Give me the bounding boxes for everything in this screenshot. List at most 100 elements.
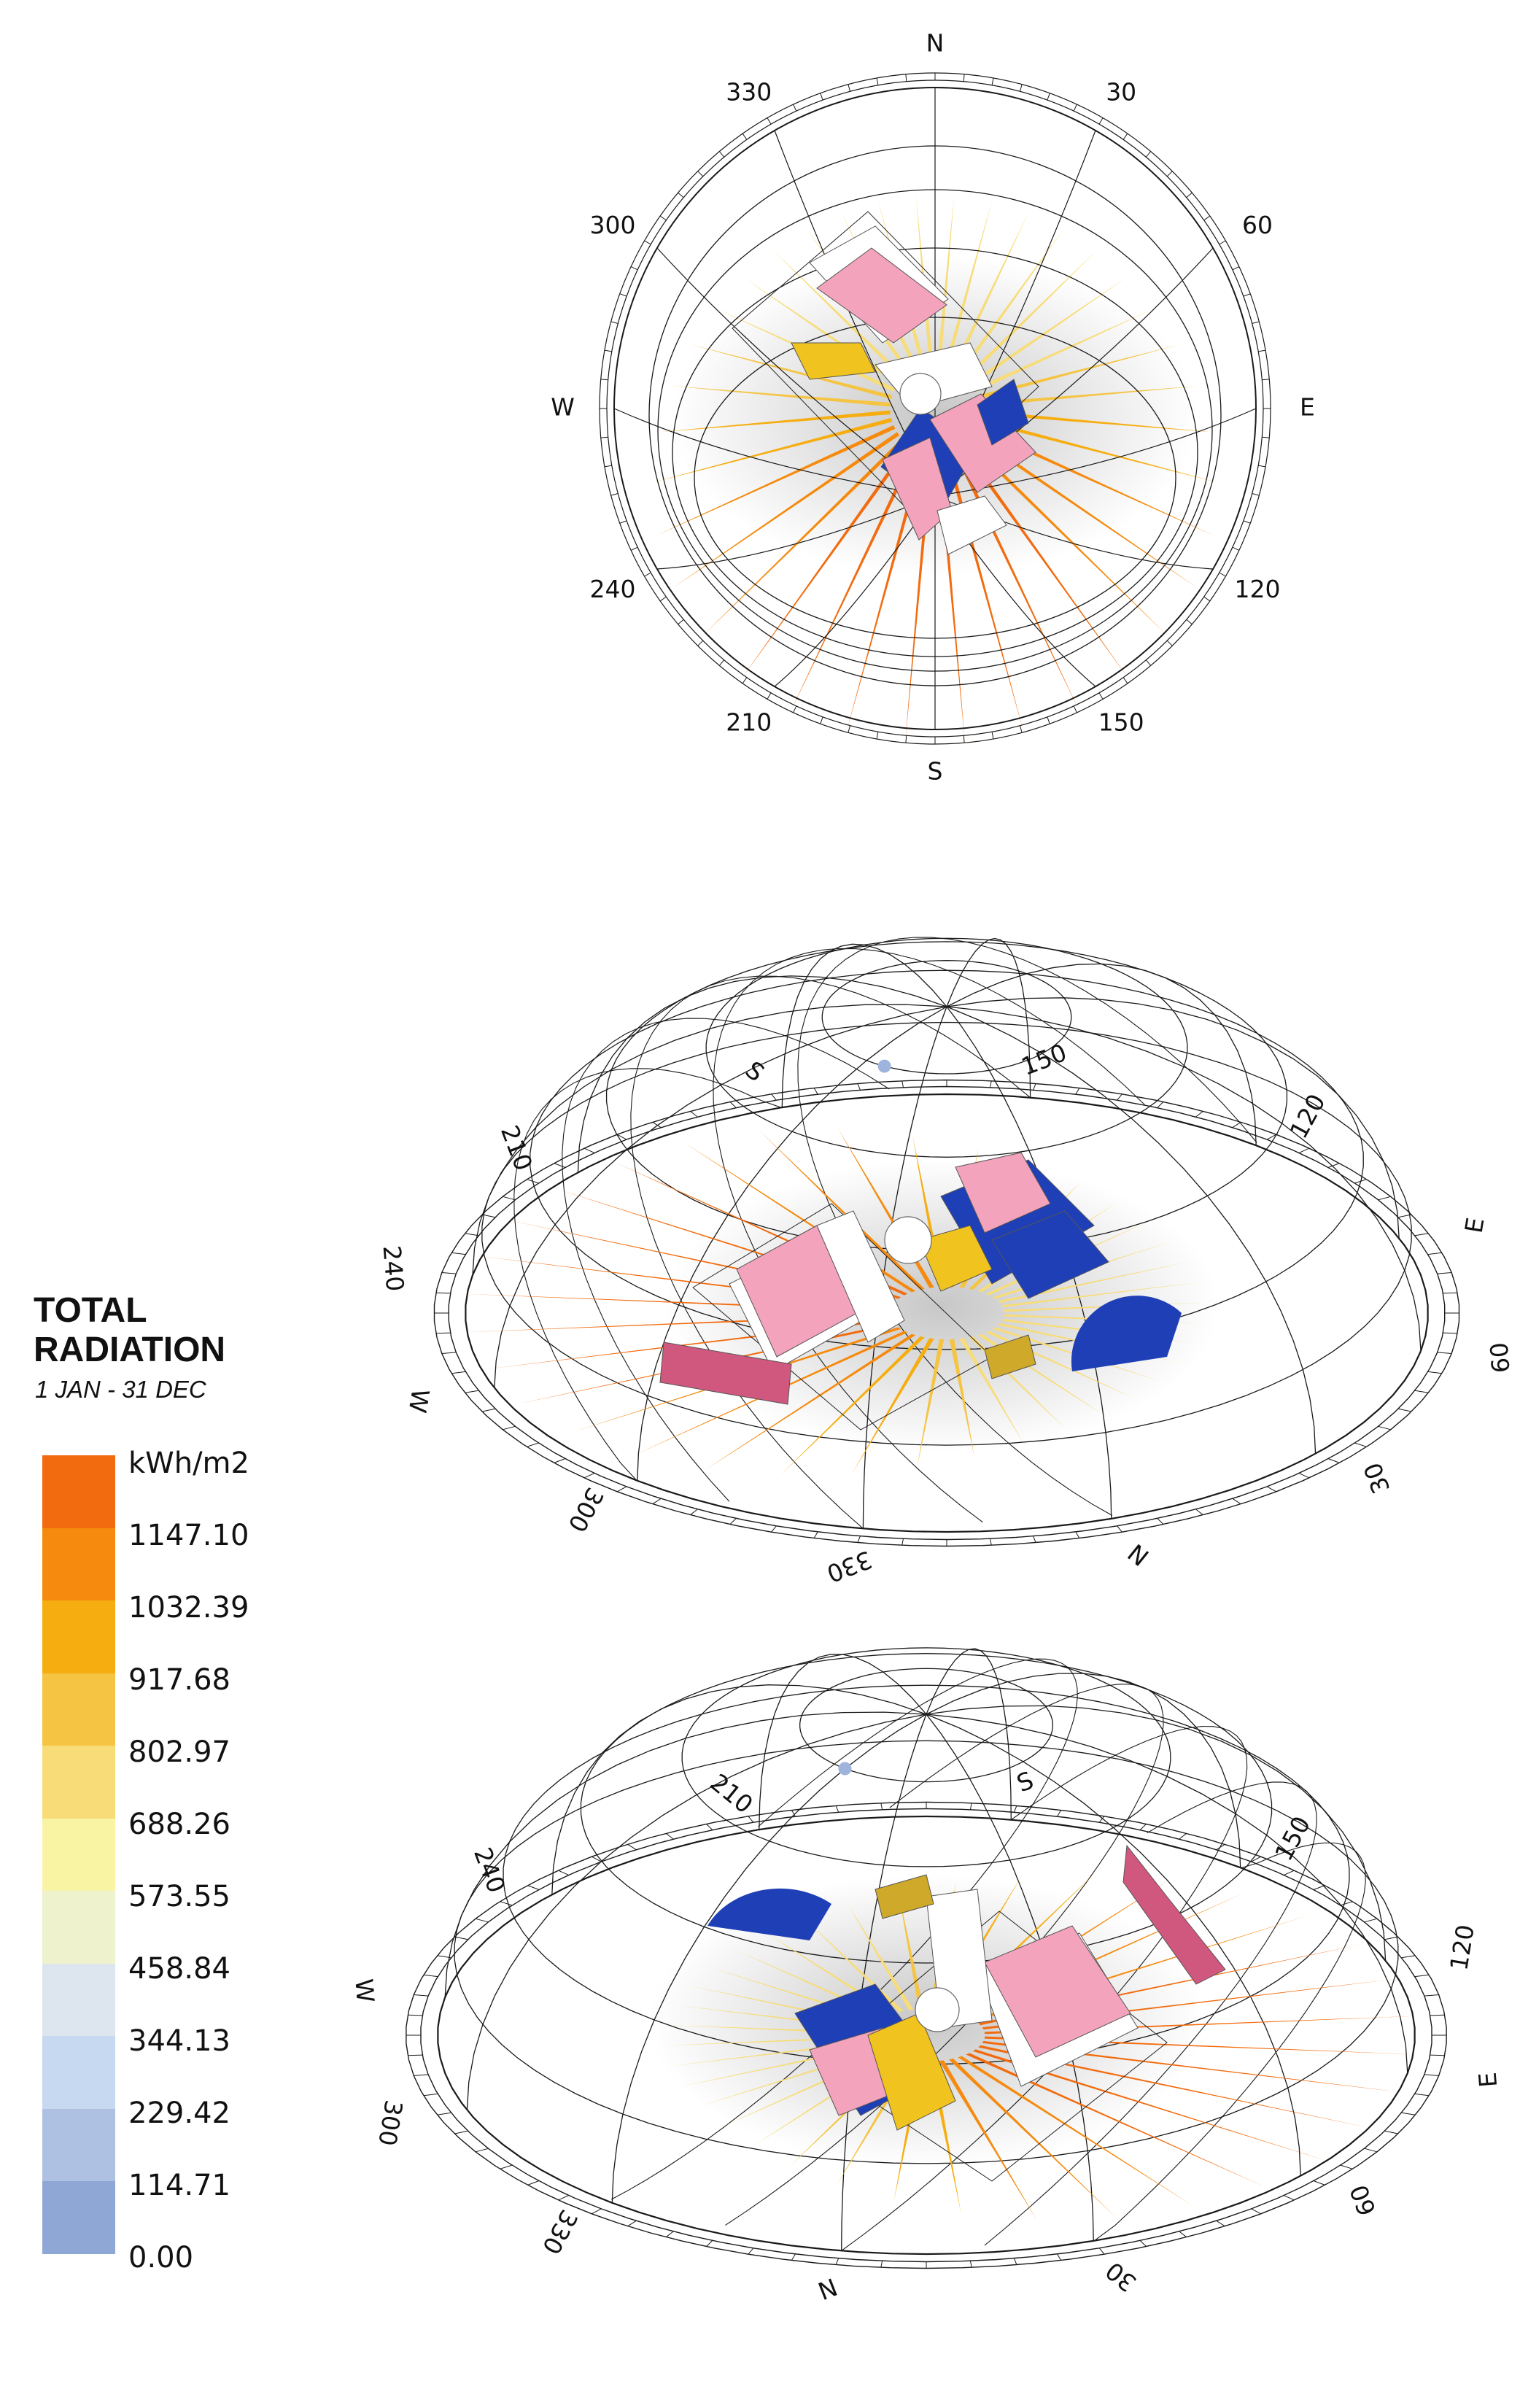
horizon-tick <box>1328 1163 1340 1168</box>
compass-label: 30 <box>1100 2256 1141 2298</box>
horizon-tick <box>1166 640 1173 646</box>
radiation-spoke <box>671 386 891 407</box>
horizon-tick <box>1252 493 1260 496</box>
radiation-spoke <box>702 438 905 636</box>
horizon-tick <box>465 1233 479 1236</box>
compass-label: 120 <box>1235 575 1281 603</box>
radiation-spoke <box>705 1333 916 1471</box>
horizon-tick <box>791 2253 796 2261</box>
horizon-tick <box>1414 2093 1430 2097</box>
legend-swatch <box>42 1528 115 1601</box>
horizon-tick <box>1414 1390 1429 1393</box>
compass-label: 210 <box>726 708 772 737</box>
horizon-tick <box>454 1936 468 1940</box>
compass-label: 300 <box>373 2098 408 2148</box>
legend-title: TOTAL RADIATION <box>34 1291 225 1370</box>
horizon-tick <box>729 1518 737 1525</box>
building-surface <box>991 1210 1109 1299</box>
legend-value-label: 0.00 <box>128 2241 194 2275</box>
horizon-tick <box>857 1083 861 1091</box>
radiation-spoke <box>965 438 1168 636</box>
legend-title-line-1: TOTAL <box>34 1291 147 1330</box>
horizon-tick <box>905 74 907 82</box>
horizon-tick <box>876 77 879 85</box>
legend-value-label: 917.68 <box>128 1663 230 1697</box>
horizon-tick <box>441 1352 457 1354</box>
horizon-tick <box>990 1080 992 1088</box>
horizon-tick <box>503 1196 516 1201</box>
horizon-tick <box>644 240 651 245</box>
azimuth-line <box>774 495 936 687</box>
horizon-tick <box>1117 1093 1122 1101</box>
horizon-tick <box>697 640 704 646</box>
compass-label: 330 <box>537 2205 583 2259</box>
horizon-tick <box>771 1093 777 1101</box>
compass-label: 120 <box>1444 1922 1480 1972</box>
legend-value-label: 229.42 <box>128 2097 230 2130</box>
horizon-tick <box>1378 1425 1391 1431</box>
legend-value-label: 573.55 <box>128 1880 230 1913</box>
legend-swatch <box>42 1455 115 1528</box>
horizon-tick <box>1073 104 1077 112</box>
horizon-tick <box>1430 2014 1445 2016</box>
compass-label: N <box>814 2272 841 2305</box>
horizon-tick <box>901 1538 904 1546</box>
azimuth-line <box>946 1006 1317 1454</box>
horizon-tick <box>1243 293 1251 297</box>
horizon-tick <box>742 677 748 684</box>
legend-value-label: 1032.39 <box>128 1591 249 1625</box>
horizon-tick <box>1328 1458 1340 1463</box>
radiation-spoke <box>966 2053 1267 2188</box>
building-surface <box>937 495 1007 555</box>
compass-label: W <box>403 1387 435 1415</box>
building-surface <box>875 1874 934 1919</box>
horizon-tick <box>500 1901 513 1906</box>
compass-label: 330 <box>726 78 772 107</box>
horizon-tick <box>1157 1102 1164 1108</box>
horizon-tick <box>619 520 627 524</box>
compass-label: 300 <box>590 211 636 239</box>
horizon-tick <box>1364 1918 1378 1923</box>
azimuth-line <box>577 975 947 1173</box>
horizon-tick <box>697 171 704 177</box>
altitude-ring <box>705 937 1188 1158</box>
azimuth-line <box>926 1648 1012 1820</box>
horizon-tick <box>1157 1518 1164 1525</box>
horizon-tick <box>627 1843 637 1851</box>
horizon-tick <box>600 436 608 438</box>
horizon-tick <box>1073 705 1077 713</box>
azimuth-line <box>926 1714 1408 2074</box>
legend-swatch <box>42 2181 115 2255</box>
horizon-tick <box>848 725 850 733</box>
horizon-tick <box>1364 2148 1378 2153</box>
building-model <box>707 1844 1226 2182</box>
compass-label: E <box>1459 1215 1490 1235</box>
horizon-tick <box>1122 133 1128 140</box>
building-model <box>659 1152 1182 1431</box>
horizon-tick <box>729 1102 737 1108</box>
building-surface <box>955 1152 1051 1234</box>
azimuth-line <box>637 1006 947 1481</box>
building-surface <box>918 1225 993 1292</box>
building-dome <box>884 1216 932 1264</box>
radiation-spoke <box>972 2049 1328 2161</box>
horizon-tick <box>1340 1901 1353 1906</box>
radiation-spoke <box>959 1338 1024 1444</box>
building-surface <box>1071 1296 1182 1371</box>
horizon-tick <box>1437 1272 1452 1274</box>
horizon-tick <box>659 596 667 602</box>
legend-swatch <box>42 1673 115 1746</box>
sun-path-arc <box>841 1726 1248 2251</box>
horizon-tick <box>718 659 725 666</box>
horizon-tick <box>616 1486 627 1493</box>
horizon-tick <box>554 1163 565 1168</box>
radiation-spoke <box>977 344 1180 400</box>
building-dome <box>899 373 942 415</box>
horizon-tick <box>558 2195 569 2201</box>
horizon-tick <box>706 1824 713 1830</box>
radiation-spoke <box>980 386 1199 407</box>
radiation-spoke <box>790 447 918 712</box>
azimuth-line <box>494 1006 947 1388</box>
horizon-tick <box>1075 1531 1080 1538</box>
